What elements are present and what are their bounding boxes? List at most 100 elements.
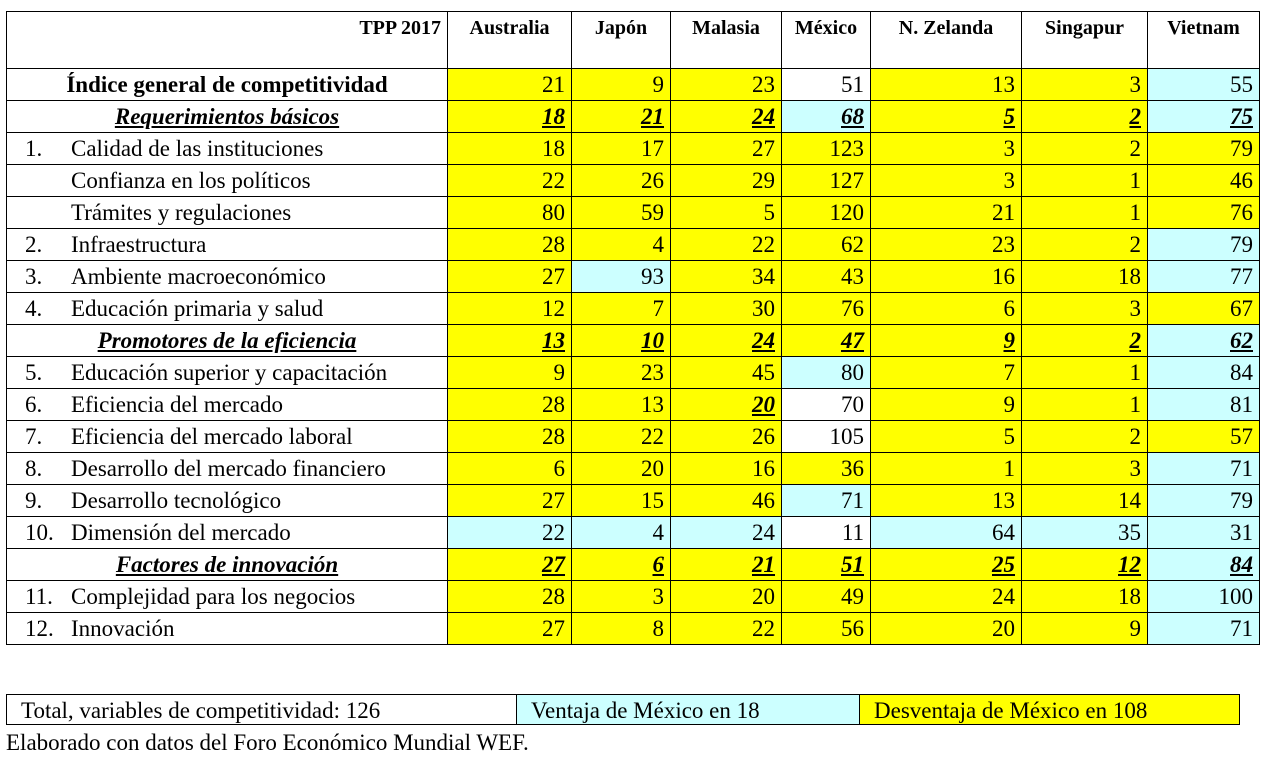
cell-value: 3 <box>1003 136 1016 161</box>
row-label-cell: 7. Eficiencia del mercado laboral <box>6 420 448 453</box>
table-row: Confianza en los políticos 22 26 29 127 3 1 46 <box>6 164 1260 197</box>
table-row: 4. Educación primaria y salud 12 7 30 76 6 3 67 <box>6 292 1260 325</box>
cell-value: 79 <box>1230 488 1253 513</box>
cell-value: 24 <box>752 328 775 353</box>
row-label-cell: 4. Educación primaria y salud <box>6 292 448 325</box>
row-label-cell: Confianza en los políticos <box>6 164 448 197</box>
row-label: Educación superior y capacitación <box>71 360 388 385</box>
row-label: Desarrollo del mercado financiero <box>71 456 386 481</box>
cell-value: 13 <box>992 72 1015 97</box>
header-row: TPP 2017 Australia Japón Malasia México … <box>6 11 1260 69</box>
cell-value: 6 <box>553 456 566 481</box>
table-cell: 9 <box>447 356 572 389</box>
row-label: Índice general de competitividad <box>66 72 388 97</box>
table-row: 1. Calidad de las instituciones 18 17 27 123 3… <box>6 132 1260 165</box>
row-label: Trámites y regulaciones <box>71 200 292 225</box>
cell-value: 3 <box>1003 168 1016 193</box>
table-cell: 1 <box>1021 356 1148 389</box>
cell-value: 23 <box>641 360 664 385</box>
cell-value: 25 <box>992 552 1015 577</box>
cell-value: 13 <box>641 392 664 417</box>
table-cell: 16 <box>670 452 782 485</box>
row-number: 3. <box>25 264 43 289</box>
cell-value: 24 <box>752 104 775 129</box>
cell-value: 30 <box>752 296 775 321</box>
cell-value: 11 <box>841 520 864 545</box>
table-cell: 5 <box>870 100 1022 133</box>
row-number: 10. <box>25 520 54 545</box>
table-cell: 2 <box>1021 324 1148 357</box>
table-row: 9. Desarrollo tecnológico 27 15 46 71 13 14 79 <box>6 484 1260 517</box>
cell-value: 21 <box>542 72 565 97</box>
table-cell: 18 <box>447 100 572 133</box>
cell-value: 9 <box>553 360 566 385</box>
table-cell: 20 <box>870 612 1022 645</box>
cell-value: 18 <box>1118 264 1141 289</box>
table-cell: 79 <box>1147 132 1260 165</box>
table-cell: 11 <box>781 516 871 549</box>
table-cell: 123 <box>781 132 871 165</box>
cell-value: 28 <box>542 392 565 417</box>
table-row: 8. Desarrollo del mercado financiero 6 20 16… <box>6 452 1260 485</box>
cell-value: 127 <box>829 168 865 193</box>
row-label-cell: 2. Infraestructura <box>6 228 448 261</box>
table-cell: 22 <box>670 228 782 261</box>
table-cell: 22 <box>447 164 572 197</box>
cell-value: 46 <box>1230 168 1253 193</box>
row-label-cell: 1. Calidad de las instituciones <box>6 132 448 165</box>
table-cell: 7 <box>571 292 671 325</box>
column-header: México <box>781 11 871 69</box>
table-cell: 56 <box>781 612 871 645</box>
table-cell: 36 <box>781 452 871 485</box>
cell-value: 76 <box>1230 200 1253 225</box>
row-label: Promotores de la eficiencia <box>97 328 357 353</box>
cell-value: 1 <box>1129 392 1142 417</box>
table-cell: 31 <box>1147 516 1260 549</box>
table-cell: 71 <box>1147 452 1260 485</box>
table-cell: 10 <box>571 324 671 357</box>
table-cell: 43 <box>781 260 871 293</box>
table-cell: 120 <box>781 196 871 229</box>
cell-value: 2 <box>1129 136 1142 161</box>
competitiveness-table: TPP 2017 Australia Japón Malasia México … <box>6 11 1260 645</box>
table-cell: 1 <box>1021 196 1148 229</box>
column-header: Singapur <box>1021 11 1148 69</box>
row-label: Eficiencia del mercado <box>71 392 283 417</box>
table-title: TPP 2017 <box>6 11 448 69</box>
table-cell: 2 <box>1021 420 1148 453</box>
table-cell: 93 <box>571 260 671 293</box>
table-cell: 24 <box>670 516 782 549</box>
cell-value: 20 <box>752 392 775 417</box>
cell-value: 15 <box>641 488 664 513</box>
table-cell: 28 <box>447 420 572 453</box>
table-cell: 100 <box>1147 580 1260 613</box>
cell-value: 123 <box>829 136 865 161</box>
table-cell: 84 <box>1147 548 1260 581</box>
cell-value: 62 <box>1230 328 1253 353</box>
table-cell: 34 <box>670 260 782 293</box>
table-cell: 79 <box>1147 484 1260 517</box>
cell-value: 2 <box>1129 424 1142 449</box>
row-label-cell: 12. Innovación <box>6 612 448 645</box>
table-cell: 20 <box>571 452 671 485</box>
cell-value: 55 <box>1230 72 1253 97</box>
table-cell: 28 <box>447 228 572 261</box>
row-label-section: Promotores de la eficiencia <box>6 324 448 357</box>
table-cell: 21 <box>670 548 782 581</box>
cell-value: 18 <box>1118 584 1141 609</box>
table-cell: 35 <box>1021 516 1148 549</box>
cell-value: 71 <box>1230 616 1253 641</box>
cell-value: 9 <box>1129 616 1142 641</box>
cell-value: 22 <box>542 520 565 545</box>
table-cell: 5 <box>670 196 782 229</box>
table-cell: 21 <box>870 196 1022 229</box>
cell-value: 3 <box>652 584 665 609</box>
cell-value: 27 <box>752 136 775 161</box>
table-cell: 1 <box>870 452 1022 485</box>
table-cell: 57 <box>1147 420 1260 453</box>
table-cell: 51 <box>781 68 871 101</box>
cell-value: 71 <box>841 488 864 513</box>
cell-value: 20 <box>752 584 775 609</box>
cell-value: 22 <box>752 616 775 641</box>
table-cell: 80 <box>447 196 572 229</box>
